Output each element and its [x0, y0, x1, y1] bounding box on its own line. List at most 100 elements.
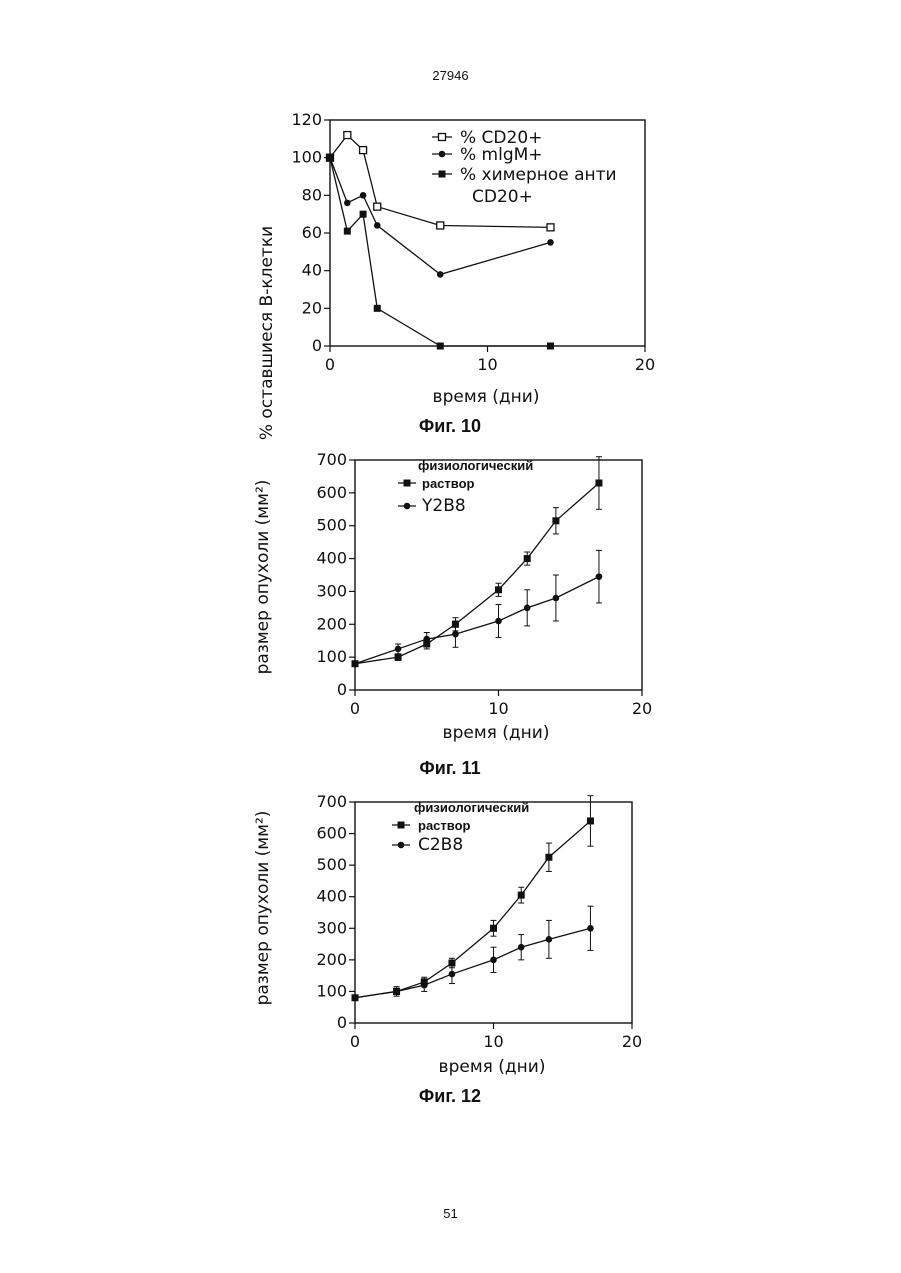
figure-10-chart: % оставшиеся В-клетки 020406080100120010…	[0, 100, 901, 445]
y-tick-label: 100	[291, 148, 322, 167]
y-tick-label: 40	[302, 261, 322, 280]
x-tick-label: 10	[483, 1032, 503, 1051]
legend-marker	[404, 503, 411, 510]
data-point	[547, 224, 554, 231]
data-point	[360, 147, 367, 154]
y-tick-label: 200	[316, 950, 347, 969]
x-axis-title: время (дни)	[443, 723, 550, 743]
y-tick-label: 700	[316, 792, 347, 811]
y-tick-label: 200	[316, 614, 347, 633]
page-header-number: 27946	[0, 68, 901, 83]
y-tick-label: 100	[316, 647, 347, 666]
x-tick-label: 20	[622, 1032, 642, 1051]
data-point	[327, 154, 334, 161]
y-tick-label: 0	[337, 680, 347, 699]
legend-marker	[439, 171, 446, 178]
y-tick-label: 400	[316, 549, 347, 568]
x-tick-label: 10	[488, 699, 508, 718]
legend-marker	[439, 134, 446, 141]
data-point	[360, 192, 367, 199]
legend-entry-1: физиологический раствор	[392, 800, 529, 833]
plot-area: 0 100 200 300 400 500 600 700 0 10 20 физиологическ…	[316, 450, 652, 718]
legend-label-continued: CD20+	[472, 187, 533, 207]
x-axis-title: время (дни)	[433, 387, 540, 407]
y-tick-label: 700	[316, 450, 347, 469]
data-point	[395, 654, 402, 661]
data-point	[553, 595, 560, 602]
y-tick-label: 300	[316, 581, 347, 600]
data-point	[595, 480, 602, 487]
x-tick-label: 10	[477, 355, 497, 374]
data-point	[437, 222, 444, 229]
data-point	[395, 646, 402, 653]
legend-entry-2: C2B8	[392, 835, 463, 855]
figure-caption: Фиг. 12	[419, 1086, 481, 1106]
y-axis-label: размер опухоли (мм²)	[253, 811, 273, 1006]
data-point	[374, 222, 381, 229]
y-axis-title: % оставшиеся В-клетки	[257, 226, 277, 440]
data-point	[587, 925, 594, 932]
legend-label-continued: раствор	[418, 818, 471, 833]
figure-11-chart: размер опухоли (мм²) 0100200300400500600…	[0, 450, 901, 785]
data-point	[524, 555, 531, 562]
legend-marker	[439, 151, 446, 158]
y-tick-label: 20	[302, 298, 322, 317]
y-tick-label: 500	[316, 516, 347, 535]
data-point	[344, 200, 351, 207]
data-point	[423, 636, 430, 643]
data-point	[490, 925, 497, 932]
plot-area: 02040608010012001020% CD20+% mlgM+% химе…	[291, 110, 655, 374]
x-tick-label: 20	[632, 699, 652, 718]
series-line	[355, 483, 599, 664]
data-point	[374, 305, 381, 312]
x-tick-label: 0	[350, 699, 360, 718]
series-1	[352, 457, 603, 668]
data-point	[352, 660, 359, 667]
y-tick-label: 600	[316, 483, 347, 502]
legend-label: физиологический	[414, 800, 529, 815]
data-point	[596, 573, 603, 580]
y-tick-label: 0	[337, 1013, 347, 1032]
x-tick-label: 0	[325, 355, 335, 374]
data-point	[546, 936, 553, 943]
series-2	[352, 550, 603, 667]
legend-label: % химерное анти	[460, 165, 617, 185]
data-point	[495, 586, 502, 593]
y-tick-label: 0	[312, 336, 322, 355]
legend-label: Y2B8	[421, 496, 466, 516]
data-point	[449, 971, 456, 978]
y-tick-label: 400	[316, 887, 347, 906]
page-footer-number: 51	[0, 1206, 901, 1221]
legend-label: C2B8	[418, 835, 463, 855]
series-line	[355, 821, 590, 998]
legend-label-continued: раствор	[422, 476, 475, 491]
series-1	[352, 796, 594, 1002]
legend-entry-1: физиологический раствор	[398, 458, 533, 491]
data-point	[344, 228, 351, 235]
data-point	[374, 203, 381, 210]
y-tick-label: 80	[302, 185, 322, 204]
data-point	[437, 343, 444, 350]
plot-area: 010020030040050060070001020физиологическ…	[316, 792, 642, 1051]
data-point	[360, 211, 367, 218]
y-tick-label: 500	[316, 855, 347, 874]
legend-marker	[398, 822, 405, 829]
legend-entry-3: % химерное антиCD20+	[432, 165, 617, 207]
series-line	[355, 928, 590, 997]
legend-label: физиологический	[418, 458, 533, 473]
figure-12-chart: размер опухоли (мм²) 0100200300400500600…	[0, 790, 901, 1115]
legend-label: % mlgM+	[460, 145, 543, 165]
x-tick-label: 0	[350, 1032, 360, 1051]
legend-marker	[404, 480, 411, 487]
y-axis-title: размер опухоли (мм²)	[253, 811, 273, 1006]
y-tick-label: 60	[302, 223, 322, 242]
x-tick-label: 20	[635, 355, 655, 374]
y-tick-label: 100	[316, 981, 347, 1000]
y-axis-title: размер опухоли (мм²)	[253, 480, 273, 675]
data-point	[352, 994, 359, 1001]
data-point	[490, 957, 497, 964]
series-2	[352, 906, 594, 1001]
figure-caption: Фиг. 10	[419, 416, 481, 436]
x-axis-title: время (дни)	[439, 1057, 546, 1077]
legend-marker	[398, 842, 405, 849]
